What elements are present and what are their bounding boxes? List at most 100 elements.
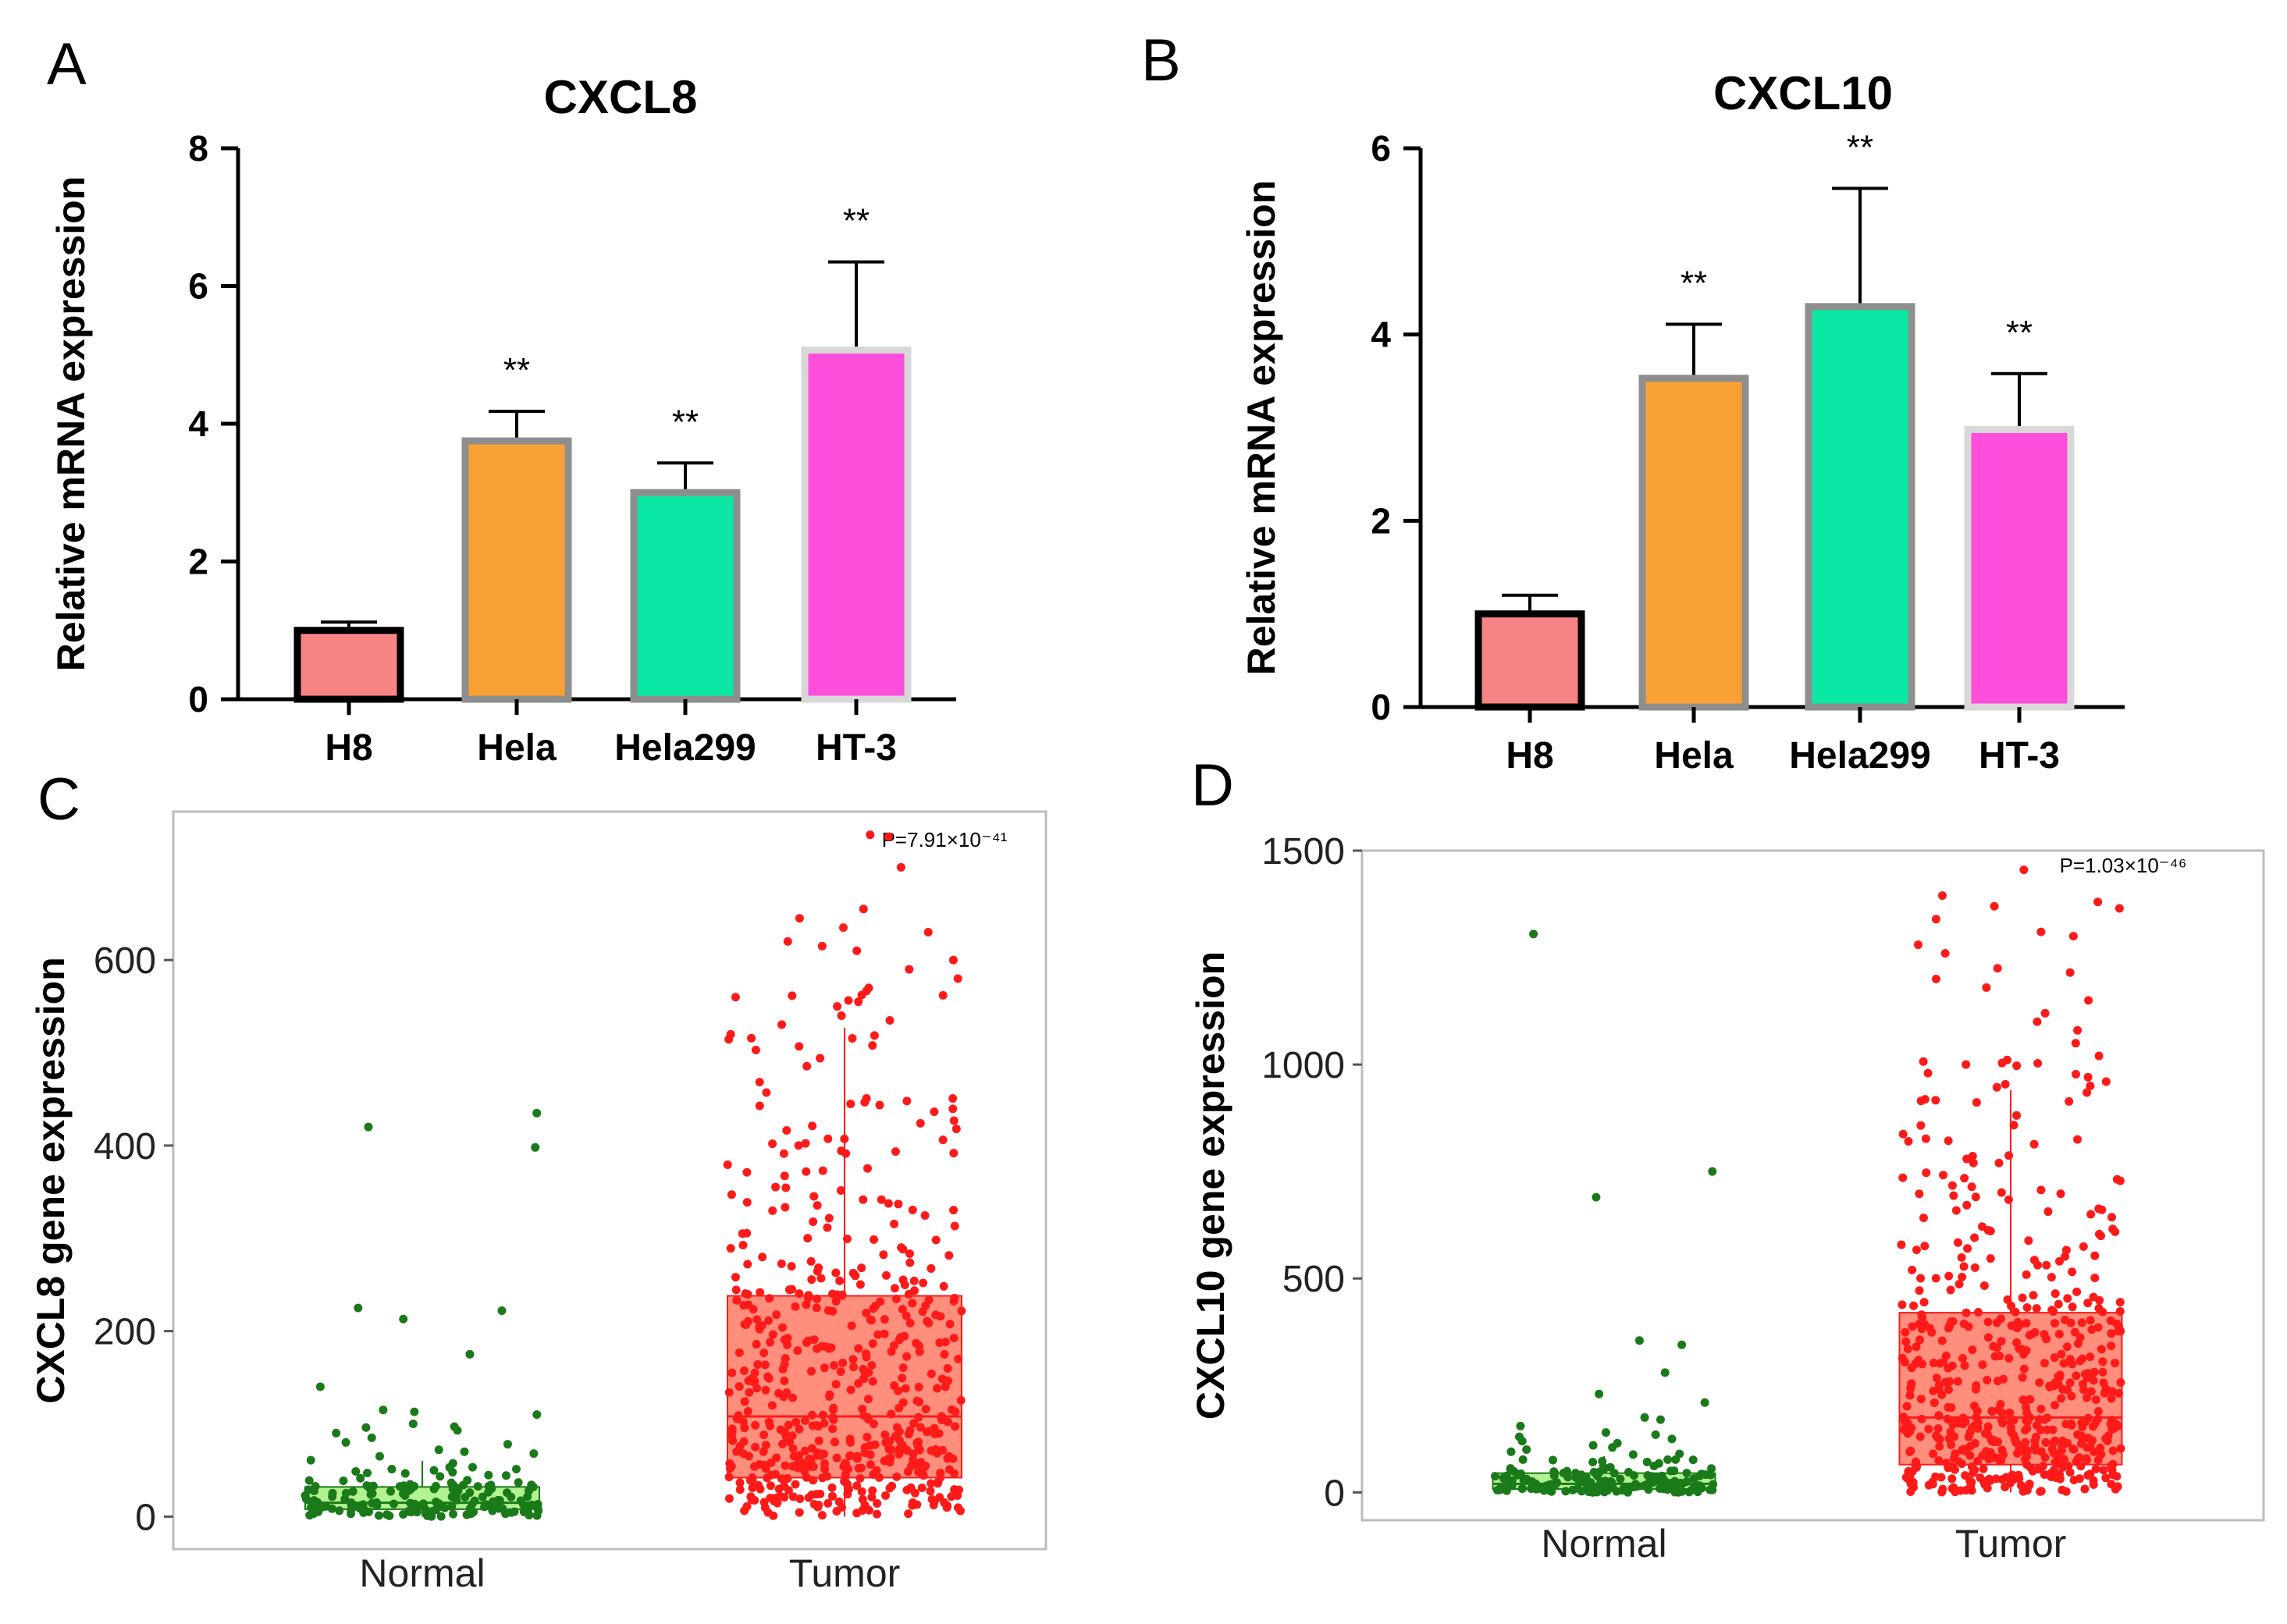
data-point (768, 1206, 777, 1215)
data-point (1682, 1469, 1691, 1478)
data-point (862, 1352, 871, 1362)
data-point (362, 1481, 372, 1491)
data-point (2107, 1213, 2117, 1222)
data-point (752, 1315, 762, 1324)
data-point (355, 1504, 365, 1513)
data-point (2099, 1466, 2108, 1475)
data-point (828, 1306, 838, 1316)
data-point (914, 1382, 923, 1391)
data-point (1516, 1421, 1525, 1430)
data-point (891, 1294, 901, 1303)
data-point (351, 1466, 361, 1476)
data-point (1939, 1358, 1948, 1367)
data-point (848, 1034, 857, 1043)
data-point (897, 1243, 906, 1253)
data-point (880, 1315, 889, 1324)
data-point (1903, 1345, 1912, 1354)
data-point (838, 1358, 848, 1367)
data-point (2004, 1151, 2014, 1160)
data-point (2054, 1299, 2063, 1309)
data-point (2032, 1304, 2041, 1313)
data-point (748, 1476, 757, 1485)
data-point (873, 1509, 882, 1519)
y-tick-label: 0 (135, 1497, 156, 1538)
data-point (803, 1234, 813, 1243)
data-point (919, 1278, 928, 1288)
data-point (830, 1361, 839, 1370)
data-point (2080, 1484, 2090, 1494)
data-point (2054, 1373, 2064, 1382)
data-point (2101, 1077, 2111, 1086)
data-point (852, 946, 862, 955)
data-point (463, 1476, 472, 1485)
data-point (1706, 1470, 1716, 1480)
data-point (2084, 996, 2093, 1005)
data-point (2073, 1025, 2082, 1035)
data-point (743, 1317, 752, 1326)
data-point (2058, 1462, 2068, 1472)
data-point (1947, 1474, 1957, 1484)
data-point (837, 1146, 846, 1156)
data-point (864, 983, 873, 993)
data-point (398, 1489, 407, 1498)
y-tick-label: 6 (188, 266, 208, 307)
bar-hela299 (630, 489, 741, 703)
data-point (905, 1318, 915, 1327)
data-point (1983, 1333, 1993, 1342)
data-point (436, 1512, 446, 1521)
data-point (828, 1491, 838, 1501)
data-point (2115, 1298, 2125, 1307)
data-point (867, 1493, 877, 1502)
bar-hela (461, 437, 572, 703)
x-tick-label: Normal (1541, 1522, 1666, 1565)
data-point (948, 1104, 958, 1114)
data-point (2082, 1454, 2091, 1463)
data-point (905, 1249, 914, 1259)
data-point (408, 1420, 418, 1429)
data-point (779, 1149, 788, 1158)
data-point (886, 1453, 895, 1462)
data-point (1931, 1431, 1940, 1441)
data-point (1697, 1469, 1706, 1479)
data-point (1947, 1317, 1956, 1327)
data-point (1897, 1240, 1906, 1249)
chart-title: CXCL10 (1713, 67, 1893, 119)
data-point (1907, 1363, 1916, 1373)
data-point (2022, 1270, 2031, 1279)
data-point (829, 1403, 838, 1413)
data-point (335, 1506, 344, 1516)
data-point (854, 997, 863, 1007)
data-point (933, 1479, 942, 1488)
data-point (2091, 1464, 2100, 1473)
data-point (2011, 1434, 2020, 1444)
data-point (2022, 1303, 2032, 1313)
data-point (938, 990, 948, 1000)
data-point (460, 1447, 469, 1456)
data-point (908, 1299, 917, 1308)
data-point (2065, 968, 2075, 977)
data-point (363, 1468, 372, 1477)
data-point (1916, 1395, 1926, 1404)
data-point (1967, 1423, 1976, 1433)
data-point (1919, 1298, 1929, 1307)
data-point (904, 1509, 913, 1519)
data-point (1666, 1466, 1676, 1476)
data-point (772, 1453, 781, 1462)
data-point (770, 1469, 780, 1479)
data-point (800, 1416, 809, 1425)
data-point (832, 1507, 841, 1516)
data-point (1510, 1466, 1519, 1476)
data-point (2016, 1480, 2026, 1490)
data-point (884, 832, 893, 841)
data-point (863, 1164, 872, 1173)
data-point (2078, 1354, 2087, 1363)
data-point (742, 1198, 752, 1207)
data-point (900, 1331, 909, 1341)
data-point (727, 1368, 737, 1377)
data-point (405, 1480, 414, 1489)
data-point (2002, 1055, 2011, 1064)
data-point (1700, 1398, 1709, 1407)
data-point (955, 1506, 965, 1516)
data-point (301, 1491, 310, 1500)
data-point (835, 1276, 845, 1285)
